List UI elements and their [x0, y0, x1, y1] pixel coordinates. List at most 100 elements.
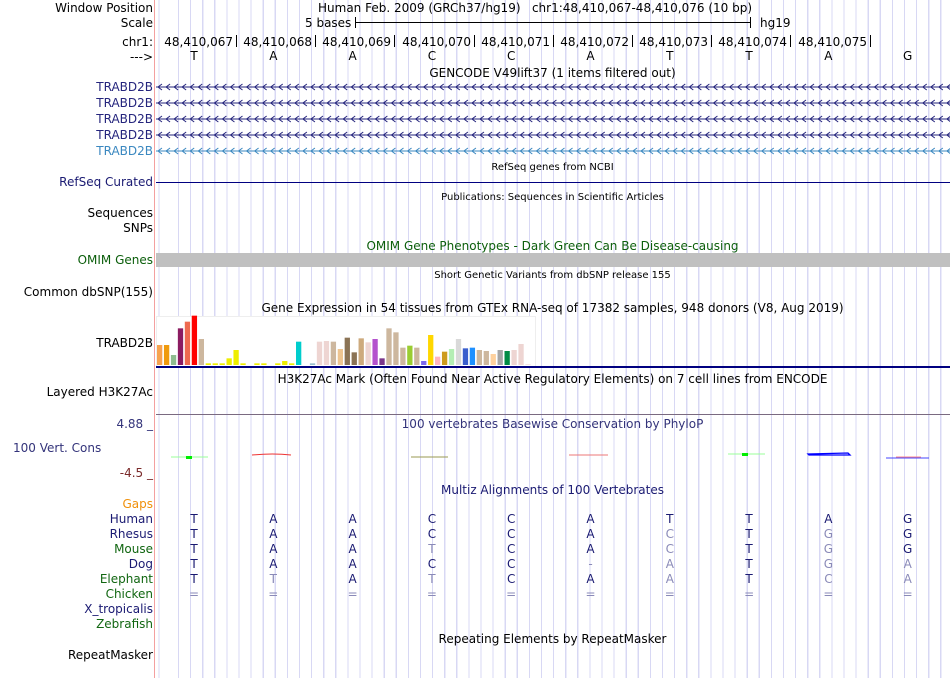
omim-gene-bar[interactable] — [156, 253, 950, 267]
gene-label-trabd2b[interactable]: TRABD2B — [96, 128, 153, 142]
gtex-bar[interactable] — [316, 341, 323, 365]
publications-title[interactable]: Publications: Sequences in Scientific Ar… — [441, 192, 664, 203]
gtex-bar[interactable] — [400, 347, 406, 365]
gtex-bar[interactable] — [462, 348, 469, 365]
gtex-bar[interactable] — [421, 361, 427, 365]
phylop-title[interactable]: 100 vertebrates Basewise Conservation by… — [401, 417, 704, 431]
gtex-bar[interactable] — [289, 363, 295, 365]
gtex-bar[interactable] — [511, 350, 517, 365]
species-label-human[interactable]: Human — [109, 512, 153, 526]
gtex-bar-chart[interactable] — [156, 314, 950, 370]
omim-title[interactable]: OMIM Gene Phenotypes - Dark Green Can Be… — [366, 239, 739, 253]
h3k27ac-title[interactable]: H3K27Ac Mark (Often Found Near Active Re… — [277, 372, 828, 386]
gtex-bar[interactable] — [309, 363, 316, 365]
gene-model-trabd2b[interactable] — [156, 98, 950, 108]
gtex-bar[interactable] — [497, 350, 503, 365]
species-label-zebrafish[interactable]: Zebrafish — [96, 617, 153, 631]
refseq-curated-label[interactable]: RefSeq Curated — [59, 175, 153, 189]
sequences-label[interactable]: Sequences — [87, 206, 153, 220]
gtex-bar[interactable] — [504, 351, 510, 365]
gtex-title[interactable]: Gene Expression in 54 tissues from GTEx … — [261, 301, 844, 315]
refseq-title[interactable]: RefSeq genes from NCBI — [491, 162, 614, 173]
gtex-bar[interactable] — [157, 345, 163, 365]
gtex-bar[interactable] — [372, 339, 378, 365]
repeatmasker-label[interactable]: RepeatMasker — [67, 648, 153, 662]
gtex-bar[interactable] — [275, 363, 281, 365]
gene-label-trabd2b[interactable]: TRABD2B — [96, 144, 153, 158]
gtex-bar[interactable] — [191, 315, 198, 365]
gtex-bar[interactable] — [163, 345, 170, 365]
gtex-bar[interactable] — [525, 364, 531, 365]
gene-label-trabd2b[interactable]: TRABD2B — [96, 112, 153, 126]
gtex-bar[interactable] — [205, 363, 211, 365]
gtex-bar[interactable] — [296, 341, 302, 365]
gtex-bar[interactable] — [393, 332, 399, 365]
species-label-chicken[interactable]: Chicken — [105, 587, 153, 601]
gtex-bar[interactable] — [261, 363, 267, 365]
phylop-plot[interactable] — [156, 448, 950, 464]
dbsnp-title[interactable]: Short Genetic Variants from dbSNP releas… — [434, 270, 671, 281]
gtex-bar[interactable] — [428, 335, 434, 365]
gtex-bar[interactable] — [212, 363, 218, 365]
multiz-title[interactable]: Multiz Alignments of 100 Vertebrates — [440, 483, 665, 497]
refseq-gene-line[interactable] — [156, 182, 950, 183]
gtex-bar[interactable] — [233, 350, 239, 365]
gene-model-trabd2b[interactable] — [156, 82, 950, 92]
gtex-bar[interactable] — [177, 328, 184, 365]
alignment-base: C — [427, 527, 437, 541]
gtex-bar[interactable] — [254, 363, 260, 365]
alignment-base: = — [902, 587, 913, 601]
h3k27ac-label[interactable]: Layered H3K27Ac — [46, 385, 153, 399]
position-text: Human Feb. 2009 (GRCh37/hg19) chr1:48,41… — [318, 1, 753, 15]
gene-label-trabd2b[interactable]: TRABD2B — [96, 80, 153, 94]
label-separator — [154, 0, 155, 678]
gene-model-trabd2b[interactable] — [156, 130, 950, 140]
gtex-bar[interactable] — [219, 363, 225, 365]
gaps-label[interactable]: Gaps — [122, 497, 153, 511]
gtex-bar[interactable] — [330, 341, 337, 365]
gtex-bar[interactable] — [351, 352, 357, 365]
repeatmasker-title[interactable]: Repeating Elements by RepeatMasker — [438, 632, 667, 646]
gtex-bar[interactable] — [407, 345, 413, 365]
gtex-bar[interactable] — [435, 356, 441, 365]
species-label-x_tropicalis[interactable]: X_tropicalis — [84, 602, 153, 616]
gtex-bar[interactable] — [476, 350, 482, 365]
snps-label[interactable]: SNPs — [123, 221, 153, 235]
gene-label-trabd2b[interactable]: TRABD2B — [96, 96, 153, 110]
gtex-bar[interactable] — [379, 358, 385, 365]
gtex-bar[interactable] — [170, 355, 177, 365]
gtex-bar[interactable] — [414, 347, 420, 365]
gtex-bar[interactable] — [490, 354, 496, 365]
gene-model-trabd2b[interactable] — [156, 146, 950, 156]
gtex-bar[interactable] — [337, 349, 343, 365]
alignment-base: T — [190, 512, 198, 526]
gtex-bar[interactable] — [469, 347, 476, 365]
gtex-bar[interactable] — [184, 321, 191, 365]
gencode-title[interactable]: GENCODE V49lift37 (1 items filtered out) — [429, 66, 676, 80]
omim-genes-label[interactable]: OMIM Genes — [77, 253, 153, 267]
alignment-base: A — [348, 557, 357, 571]
gtex-bar[interactable] — [198, 339, 204, 365]
gtex-bar[interactable] — [483, 351, 489, 365]
species-label-rhesus[interactable]: Rhesus — [109, 527, 153, 541]
phylop-label[interactable]: 100 Vert. Cons — [13, 441, 102, 455]
gtex-bar[interactable] — [441, 351, 448, 365]
gtex-bar[interactable] — [240, 363, 246, 365]
species-label-mouse[interactable]: Mouse — [114, 542, 153, 556]
gene-model-trabd2b[interactable] — [156, 114, 950, 124]
gtex-bar[interactable] — [455, 339, 462, 365]
dbsnp-label[interactable]: Common dbSNP(155) — [23, 285, 153, 299]
species-label-dog[interactable]: Dog — [128, 557, 153, 571]
gtex-bar[interactable] — [344, 337, 350, 365]
species-label-elephant[interactable]: Elephant — [99, 572, 153, 586]
gtex-bar[interactable] — [282, 361, 288, 365]
gtex-label[interactable]: TRABD2B — [96, 336, 153, 350]
gtex-bar[interactable] — [448, 349, 455, 365]
gtex-bar[interactable] — [323, 341, 330, 365]
gtex-bar[interactable] — [358, 338, 364, 365]
gtex-bar[interactable] — [386, 328, 392, 365]
gtex-bar[interactable] — [226, 358, 232, 365]
gtex-bar[interactable] — [365, 342, 371, 365]
gtex-bar[interactable] — [518, 344, 524, 365]
